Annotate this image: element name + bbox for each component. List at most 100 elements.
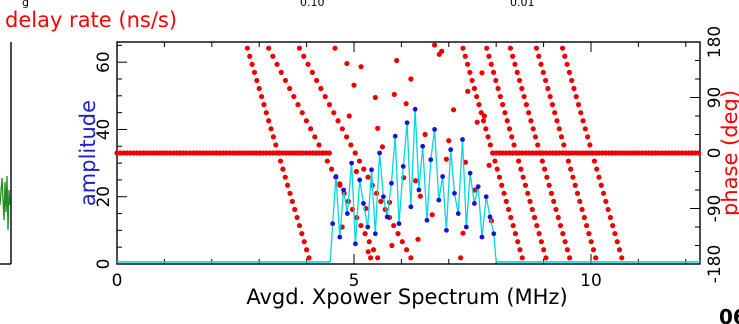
phase-point-wrap [568,166,574,172]
amplitude-point [463,224,469,230]
phase-point-wrap [501,190,507,196]
phase-series [114,42,702,261]
amplitude-point [380,194,386,200]
phase-point-wrap [326,102,333,108]
phase-point-wrap [344,134,350,140]
phase-point-wrap [578,110,584,116]
phase-point-wrap [277,158,284,164]
phase-point-wrap [251,69,258,75]
amplitude-point [455,211,461,216]
phase-point-wrap [263,110,269,116]
phase-point-wrap [478,110,484,116]
phase-point-wrap [574,190,581,196]
phase-point-wrap [287,85,293,92]
phase-point-wrap [535,142,541,148]
phase-point-wrap [610,222,616,229]
y-axis-label-phase: phase (deg) [718,90,739,216]
phase-point-wrap [294,214,300,221]
top-partial-label-mid: 0.10 [300,0,325,9]
phase-point [346,113,352,119]
phase-point-wrap [261,102,267,108]
phase-point [446,138,452,144]
amplitude-point [440,174,446,179]
phase-point-wrap [408,255,414,261]
amplitude-point [475,184,481,190]
phase-point-wrap [591,158,598,164]
phase-point-wrap [331,110,337,116]
phase-point-wrap [303,118,310,124]
phase-point-wrap [256,85,262,92]
phase-point-wrap [612,231,618,237]
phase-point [408,76,414,82]
y-right-tick-label: -180 [705,245,725,284]
phase-point-wrap [575,102,582,108]
phase-point-wrap [558,134,565,140]
phase-point-wrap [549,102,556,108]
phase-point [372,94,378,101]
phase-point [450,107,457,113]
amplitude-point [372,231,378,237]
phase-point [353,168,359,175]
phase-point [415,236,421,242]
phase-point [351,82,357,88]
phase-point-wrap [538,61,544,67]
phase-point-wrap [540,69,546,75]
amplitude-point [444,227,449,233]
phase-point-wrap [552,110,558,116]
x-axis-label: Avgd. Xpower Spectrum (MHz) [246,285,567,309]
phase-point-wrap [548,190,555,196]
amplitude-point [479,234,485,240]
amplitude-point [384,214,390,220]
amplitude-point [408,204,414,210]
phase-point-wrap [495,85,501,92]
phase-point-wrap [563,150,569,156]
phase-point-wrap [266,118,272,124]
phase-point-wrap [496,174,503,180]
phase-point-wrap [247,53,253,59]
amplitude-line [329,109,497,263]
phase-point-wrap [594,166,600,172]
phase-point [472,187,478,193]
phase-point-wrap [322,93,328,100]
phase-point-wrap [605,206,611,213]
phase-point [358,64,364,70]
amplitude-point [487,214,493,220]
phase-point-wrap [588,239,594,245]
amplitude-point [467,170,473,176]
phase-point-wrap [464,61,471,67]
amplitude-point [471,201,477,206]
phase-point-wrap [526,110,532,116]
phase-point-wrap [488,61,494,67]
phase-point-wrap [541,166,548,172]
phase-point-wrap [614,239,620,245]
phase-point-wrap [565,158,571,164]
phase-point-wrap [249,61,255,67]
phase-point-wrap [356,158,363,164]
phase-point-wrap [580,118,586,124]
phase-point-wrap [510,222,516,229]
phase-point-wrap [306,255,312,261]
amplitude-series [117,106,700,263]
phase-point-wrap [291,93,297,100]
phase-point-wrap [328,166,335,172]
phase-point-wrap [564,61,570,67]
phase-point-wrap [316,142,322,148]
phase-point-wrap [469,77,475,84]
amplitude-point [432,127,437,132]
phase-point [479,70,485,76]
phase-point-wrap [533,45,540,51]
phase-point-wrap [538,239,544,245]
phase-point [481,113,487,119]
phase-point-wrap [517,247,523,253]
phase-point-wrap [378,198,384,204]
phase-point-wrap [603,198,609,204]
phase-point-wrap [362,231,368,237]
phase-point-wrap [275,150,281,156]
phase-point-wrap [467,69,473,75]
phase-point-wrap [567,255,573,261]
phase-point-wrap [375,255,381,261]
phase-point [465,88,471,94]
phase-point [344,60,350,67]
phase-point-wrap [268,126,274,132]
amplitude-point [412,106,418,112]
